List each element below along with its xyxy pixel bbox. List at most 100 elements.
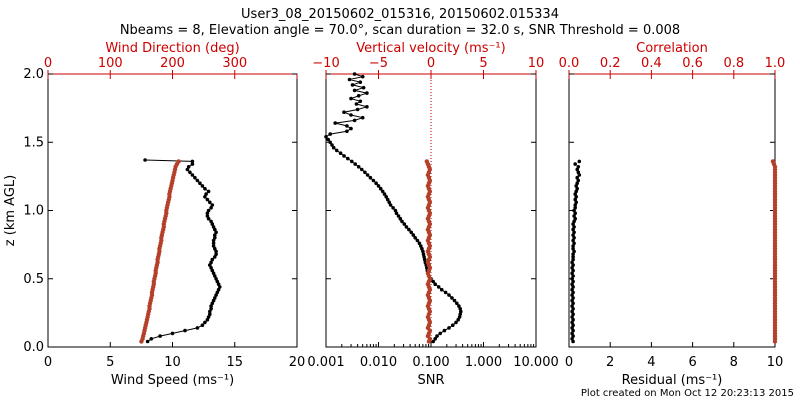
bottom-axis-point: [571, 274, 575, 278]
top-tick-label: −5: [369, 56, 388, 71]
top-tick-label: 0.8: [723, 56, 744, 71]
bottom-axis-point: [215, 290, 220, 295]
bottom-axis-point: [205, 197, 210, 202]
bottom-axis-point: [572, 230, 576, 235]
bottom-axis-point: [203, 195, 207, 199]
bottom-axis-point: [198, 181, 202, 185]
bottom-axis-point: [573, 197, 577, 202]
bottom-axis-point: [204, 192, 208, 196]
bottom-axis-point: [209, 260, 213, 265]
bottom-axis-point: [363, 170, 367, 175]
bottom-axis-title: Residual (ms⁻¹): [622, 373, 723, 388]
bottom-axis-point: [190, 173, 195, 177]
bottom-axis-title: Wind Speed (ms⁻¹): [111, 373, 234, 388]
bottom-axis-point: [346, 156, 350, 161]
bottom-axis-point: [571, 328, 575, 333]
bottom-axis-point: [190, 162, 195, 166]
bottom-axis-point: [216, 282, 221, 287]
bottom-axis-point: [394, 211, 399, 215]
bottom-axis-point: [407, 227, 411, 232]
y-tick-label: 2.0: [23, 67, 44, 82]
bottom-axis-point: [571, 238, 575, 243]
bottom-axis-point: [458, 307, 463, 311]
top-tick-label: 0.2: [600, 56, 621, 71]
bottom-axis-point: [358, 80, 363, 84]
bottom-axis-point: [419, 244, 423, 248]
bottom-axis-point: [371, 178, 376, 183]
bottom-axis-point: [195, 178, 200, 183]
bottom-axis-point: [387, 200, 392, 205]
bottom-axis-point: [384, 195, 389, 199]
top-axis-title: Wind Direction (deg): [105, 41, 239, 56]
bottom-axis-point: [205, 214, 210, 218]
bottom-axis-point: [208, 200, 212, 205]
bottom-axis-point: [570, 304, 574, 308]
bottom-axis-point: [213, 236, 217, 240]
bottom-axis-point: [576, 178, 581, 183]
bottom-axis-point: [571, 257, 575, 262]
bottom-axis-point: [572, 249, 576, 254]
bottom-axis-point: [208, 263, 212, 267]
bottom-axis-point: [352, 118, 357, 123]
bottom-axis-point: [571, 339, 575, 344]
bottom-axis-point: [571, 252, 575, 256]
bottom-axis-point: [404, 225, 409, 229]
bottom-axis-point: [361, 85, 366, 90]
bottom-tick-label: 5: [106, 355, 114, 370]
top-tick-label: 10: [528, 56, 545, 71]
figure-subtitle: Nbeams = 8, Elevation angle = 70.0°, sca…: [120, 23, 680, 38]
bottom-axis-point: [214, 230, 218, 235]
residual-correlation-panel: 0 2 4 6 8 10 0.0 0.2 0.4 0.6 0.8 1.0 Residual (ms⁻¹)…: [559, 41, 786, 388]
top-tick-label: 0.0: [559, 56, 580, 71]
bottom-axis-point: [210, 203, 215, 207]
bottom-axis-point: [209, 266, 213, 270]
bottom-axis-point: [352, 88, 357, 93]
bottom-axis-point: [210, 257, 215, 262]
bottom-axis-point: [450, 296, 454, 300]
bottom-axis-point: [368, 175, 373, 180]
bottom-axis-point: [211, 241, 216, 246]
bottom-axis-point: [574, 184, 578, 188]
bottom-axis-point: [360, 167, 364, 172]
top-tick-label: 0: [427, 56, 435, 71]
bottom-axis-point: [572, 214, 576, 218]
bottom-axis-point: [385, 197, 390, 202]
bottom-axis-point: [213, 246, 217, 251]
bottom-axis-point: [203, 186, 207, 191]
bottom-axis-point: [213, 274, 217, 278]
bottom-axis-point: [575, 167, 579, 172]
bottom-tick-label: 15: [226, 355, 243, 370]
y-tick-label: 1.0: [23, 204, 44, 219]
bottom-axis-point: [571, 296, 575, 300]
bottom-tick-label: 0.001: [307, 355, 344, 370]
bottom-axis-point: [349, 113, 353, 117]
bottom-axis-point: [350, 83, 355, 87]
bottom-axis-point: [349, 96, 353, 101]
top-tick-label: 5: [479, 56, 487, 71]
bottom-axis-point: [356, 165, 361, 169]
bottom-axis-point: [570, 260, 574, 265]
figure-title: User3_08_20150602_015316, 20150602.01533…: [241, 7, 559, 22]
y-tick-label: 1.5: [23, 135, 44, 150]
bottom-axis-point: [324, 135, 328, 139]
bottom-axis-point: [209, 206, 213, 210]
bottom-axis-point: [326, 137, 331, 142]
bottom-axis-point: [571, 279, 575, 284]
bottom-axis-point: [436, 285, 441, 289]
bottom-axis-point: [382, 192, 387, 196]
bottom-axis-point: [573, 162, 577, 166]
bottom-axis-point: [570, 331, 574, 336]
bottom-axis-point: [210, 301, 215, 306]
bottom-axis-point: [447, 293, 451, 297]
bottom-axis-point: [355, 107, 360, 112]
bottom-axis-point: [352, 72, 357, 76]
bottom-axis-point: [574, 195, 578, 199]
bottom-axis-point: [211, 238, 216, 243]
bottom-tick-label: 0: [565, 355, 573, 370]
bottom-axis-point: [215, 279, 220, 284]
bottom-axis-point: [214, 249, 218, 254]
bottom-axis-point: [206, 208, 211, 213]
bottom-axis-point: [574, 189, 578, 194]
bottom-axis-point: [143, 158, 147, 162]
bottom-tick-label: 8: [730, 355, 738, 370]
